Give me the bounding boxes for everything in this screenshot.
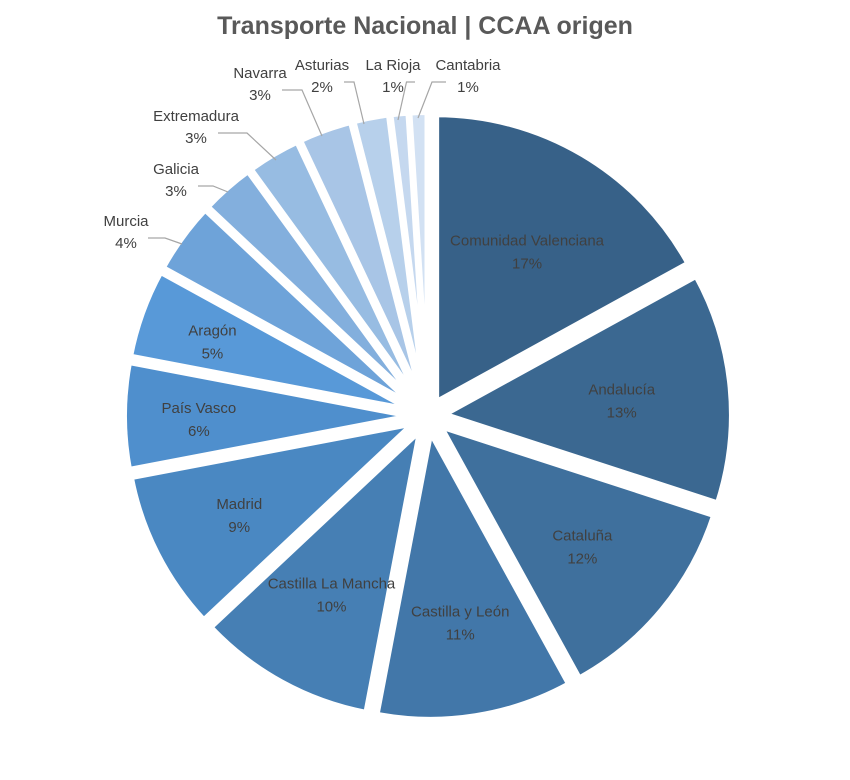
slice-label-group: Andalucía 13% <box>588 382 655 422</box>
pie-slice <box>373 423 574 723</box>
slice-label-group: Navarra 3% <box>233 65 323 137</box>
slice-percent: 4% <box>115 235 137 252</box>
slice-label-group: La Rioja 1% <box>365 57 421 121</box>
slice-percent: 10% <box>316 599 346 616</box>
slice-label: Navarra <box>233 65 287 82</box>
slice-percent: 3% <box>165 183 187 200</box>
slice-label: Extremadura <box>153 108 240 125</box>
pie-slice <box>433 111 693 408</box>
leader-line <box>282 89 323 137</box>
slice-label: Castilla y León <box>411 604 509 621</box>
pie-slice <box>203 166 420 407</box>
leader-line <box>198 185 229 193</box>
slice-label: Asturias <box>295 57 349 74</box>
slice-label-group: Cataluña 12% <box>552 528 613 568</box>
slice-label-group: Galicia 3% <box>153 161 229 200</box>
slice-label-group: Asturias 2% <box>295 57 365 125</box>
pie-slice <box>206 421 425 717</box>
slice-label-group: Castilla y León 11% <box>411 604 509 644</box>
slice-percent: 17% <box>512 256 542 273</box>
slice-label-group: Murcia 4% <box>103 213 183 252</box>
pie-slice <box>406 109 431 401</box>
slice-label: Andalucía <box>588 382 655 399</box>
slice-percent: 9% <box>228 519 250 536</box>
slice-label: Aragón <box>188 322 236 339</box>
slice-percent: 1% <box>457 79 479 96</box>
pie-slice <box>436 271 735 508</box>
slice-label-group: Aragón 5% <box>188 322 236 362</box>
slice-label: Madrid <box>216 496 262 513</box>
slice-percent: 1% <box>382 79 404 96</box>
pie-slice <box>158 205 418 410</box>
chart-title: Transporte Nacional | CCAA origen <box>217 12 633 40</box>
slice-label: País Vasco <box>161 400 236 417</box>
leader-line <box>148 237 183 245</box>
slice-label-group: Castilla La Mancha 10% <box>268 576 396 616</box>
leader-line <box>344 81 365 125</box>
slice-percent: 6% <box>188 423 210 440</box>
leader-line <box>218 132 277 161</box>
slice-label-group: Extremadura 3% <box>153 108 277 161</box>
slice-label-group: Madrid 9% <box>216 496 262 536</box>
pie-slice <box>246 137 423 404</box>
leader-line <box>397 81 415 121</box>
slice-percent: 11% <box>446 627 475 644</box>
slice-label: Castilla La Mancha <box>268 576 396 593</box>
leader-line <box>417 81 446 119</box>
slice-percent: 2% <box>311 79 333 96</box>
pie-slice <box>121 358 413 474</box>
slice-percent: 5% <box>202 345 224 362</box>
slice-percent: 12% <box>567 551 597 568</box>
slice-label: La Rioja <box>365 57 421 74</box>
slice-label: Galicia <box>153 161 200 178</box>
slice-percent: 3% <box>249 87 271 104</box>
pie-slice <box>126 267 415 414</box>
slice-label-group: Comunidad Valenciana 17% <box>450 233 605 273</box>
slice-label: Murcia <box>103 213 149 230</box>
slice-label: Cataluña <box>552 528 613 545</box>
slice-label: Comunidad Valenciana <box>450 233 605 250</box>
slice-percent: 13% <box>607 405 637 422</box>
pie-slice <box>434 421 719 683</box>
slice-label-group: Cantabria 1% <box>417 57 501 119</box>
slice-label: Cantabria <box>435 57 501 74</box>
pie-slice <box>127 418 424 625</box>
slice-percent: 3% <box>185 130 207 147</box>
slice-label-group: País Vasco 6% <box>161 400 236 440</box>
